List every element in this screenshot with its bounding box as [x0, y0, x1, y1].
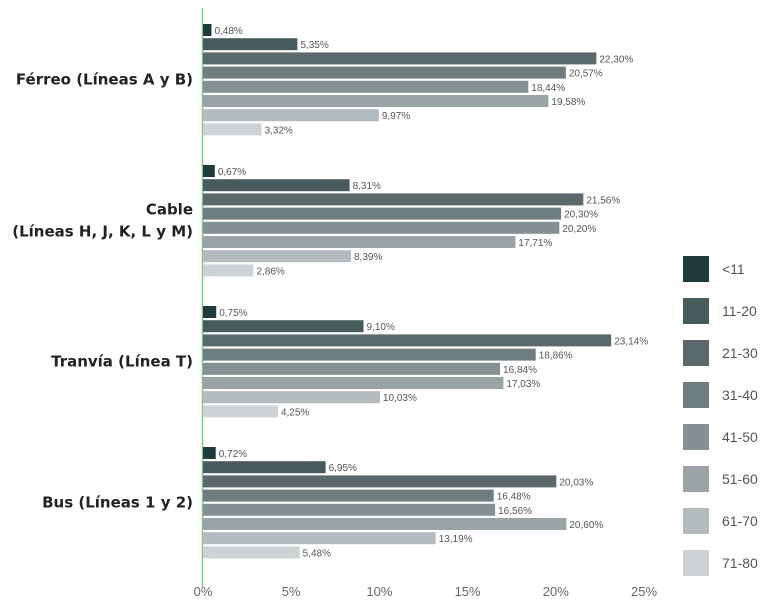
value-label-3-7: 5,48% [303, 548, 331, 559]
bar-3-7 [203, 546, 300, 559]
legend-swatch-2 [683, 340, 709, 366]
value-label-3-1: 6,95% [329, 463, 357, 474]
bar-1-5 [203, 236, 516, 248]
bar-3-3 [203, 489, 494, 502]
value-label-0-1: 5,35% [300, 40, 328, 51]
bar-2-1 [203, 320, 364, 333]
value-label-1-0: 0,67% [218, 167, 246, 178]
legend-label-5: 51-60 [722, 471, 758, 487]
value-label-0-2: 22,30% [599, 54, 633, 65]
bar-0-2 [203, 52, 597, 65]
value-label-3-0: 0,72% [219, 449, 247, 460]
legend-swatch-4 [683, 424, 709, 450]
value-label-2-4: 16,84% [503, 365, 537, 376]
value-label-1-7: 2,86% [256, 266, 284, 277]
bar-1-6 [203, 250, 351, 263]
legend-label-4: 41-50 [722, 429, 758, 445]
bar-1-3 [203, 207, 562, 220]
value-label-0-7: 3,32% [265, 125, 293, 136]
x-tick-label-4: 20% [543, 584, 569, 599]
value-label-0-0: 0,48% [214, 26, 242, 37]
bar-2-3 [203, 348, 536, 361]
legend-swatch-5 [683, 466, 709, 492]
bar-3-5 [203, 518, 567, 530]
value-label-1-4: 20,20% [562, 224, 596, 235]
value-label-0-6: 9,97% [382, 111, 410, 122]
legend-label-2: 21-30 [722, 345, 758, 361]
bar-3-4 [203, 503, 496, 516]
value-label-2-1: 9,10% [367, 322, 395, 333]
legend-swatch-3 [683, 382, 709, 408]
bar-0-3 [203, 66, 566, 79]
value-label-0-5: 19,58% [551, 97, 585, 108]
x-tick-label-1: 5% [282, 584, 301, 599]
value-label-1-3: 20,30% [564, 210, 598, 221]
bar-2-7 [203, 405, 278, 418]
bar-0-5 [203, 95, 549, 107]
x-tick-label-3: 15% [455, 584, 481, 599]
legend-swatch-7 [683, 550, 709, 576]
x-tick-label-5: 25% [631, 584, 657, 599]
category-label-2-0: Tranvía (Línea T) [51, 353, 193, 371]
value-label-2-0: 0,75% [219, 308, 247, 319]
bar-3-6 [203, 532, 436, 545]
value-label-1-1: 8,31% [353, 181, 381, 192]
legend-label-3: 31-40 [722, 387, 758, 403]
bar-0-4 [203, 80, 529, 93]
category-label-1-1: (Líneas H, J, K, L y M) [12, 223, 193, 241]
legend-swatch-6 [683, 508, 709, 534]
value-label-1-2: 21,56% [586, 195, 620, 206]
category-label-0-0: Férreo (Líneas A y B) [16, 71, 193, 89]
value-label-2-2: 23,14% [614, 336, 648, 347]
bar-2-2 [203, 334, 612, 347]
bar-2-5 [203, 377, 504, 389]
bar-0-6 [203, 109, 379, 122]
bar-2-4 [203, 362, 501, 375]
bar-3-1 [203, 461, 326, 474]
legend-label-0: <11 [722, 261, 745, 277]
x-tick-label-2: 10% [366, 584, 392, 599]
legend: <11 11-20 21-30 31-40 41-50 51-60 61-70 71-80 [683, 256, 758, 576]
value-label-3-2: 20,03% [559, 477, 593, 488]
bar-1-2 [203, 193, 584, 206]
value-label-1-5: 17,71% [518, 238, 552, 249]
value-label-0-4: 18,44% [531, 83, 565, 94]
value-label-2-7: 4,25% [281, 407, 309, 418]
bar-1-0 [203, 165, 215, 177]
legend-label-6: 61-70 [722, 513, 758, 529]
bar-3-0 [203, 447, 216, 459]
x-axis-ticks: 0% 5% 10% 15% 20% 25% [194, 584, 658, 599]
category-label-1-0: Cable [146, 201, 193, 219]
bar-3-2 [203, 475, 557, 488]
value-label-2-6: 10,03% [383, 393, 417, 404]
value-label-3-4: 16,56% [498, 506, 532, 517]
bars: 0,48% 5,35% 22,30% 20,57% 18,44% 19,58% 9,97% 3… [203, 24, 648, 559]
value-label-3-6: 13,19% [439, 534, 473, 545]
bar-1-4 [203, 221, 560, 234]
legend-label-1: 11-20 [722, 303, 757, 319]
value-label-1-6: 8,39% [354, 252, 382, 263]
value-label-3-3: 16,48% [497, 492, 531, 503]
bar-2-0 [203, 306, 217, 318]
category-label-3-0: Bus (Líneas 1 y 2) [42, 494, 193, 512]
value-label-2-5: 17,03% [506, 379, 540, 390]
bar-1-1 [203, 179, 350, 192]
legend-label-7: 71-80 [722, 555, 758, 571]
x-tick-label-0: 0% [194, 584, 213, 599]
bar-0-0 [203, 24, 212, 36]
value-label-3-5: 20,60% [569, 520, 603, 531]
legend-swatch-0 [683, 256, 709, 282]
value-label-2-3: 18,86% [539, 351, 573, 362]
bar-2-6 [203, 391, 380, 404]
category-labels: Férreo (Líneas A y B) Cable (Líneas H, J, … [12, 71, 193, 512]
bar-1-7 [203, 264, 254, 277]
bar-0-1 [203, 38, 298, 51]
bar-0-7 [203, 123, 262, 136]
value-label-0-3: 20,57% [569, 69, 603, 80]
legend-swatch-1 [683, 298, 709, 324]
